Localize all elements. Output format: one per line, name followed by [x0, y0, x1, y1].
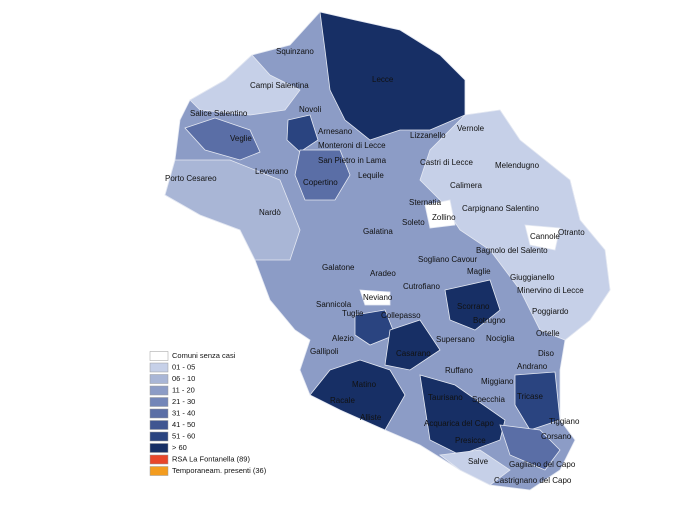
legend-label: Comuni senza casi [172, 351, 236, 360]
legend-swatch [149, 408, 169, 419]
town-label: San Pietro in Lama [318, 156, 387, 165]
town-label: Calimera [450, 181, 483, 190]
legend-swatch [149, 420, 169, 430]
town-label: Porto Cesareo [165, 174, 217, 183]
town-label: Salve [468, 457, 489, 466]
town-label: Lecce [372, 75, 394, 84]
town-label: Castrignano del Capo [494, 476, 572, 485]
town-label: Salice Salentino [190, 109, 248, 118]
town-label: Collepasso [381, 311, 421, 320]
town-label: Casarano [396, 349, 431, 358]
town-label: Tiggiano [549, 417, 580, 426]
town-label: Monteroni di Lecce [318, 141, 386, 150]
town-label: Campi Salentina [250, 81, 309, 90]
town-label: Lequile [358, 171, 384, 180]
town-label: Nociglia [486, 334, 515, 343]
town-label: Ortelle [536, 329, 560, 338]
town-label: Vernole [457, 124, 485, 133]
town-label: Lizzanello [410, 131, 446, 140]
town-label: Alezio [332, 334, 354, 343]
legend: Comuni senza casi 01 - 05 06 - 10 11 - 20 21… [149, 351, 267, 476]
town-label: Arnesano [318, 127, 353, 136]
town-label: Sannicola [316, 300, 352, 309]
town-label: Copertino [303, 178, 338, 187]
legend-swatch [149, 351, 169, 361]
town-label: Gagliano del Capo [509, 460, 576, 469]
town-label: Acquarica del Capo [424, 419, 494, 428]
legend-swatch [149, 466, 169, 476]
town-label: Leverano [255, 167, 289, 176]
town-label: Aradeo [370, 269, 396, 278]
town-label: Novoli [299, 105, 321, 114]
town-label: Racale [330, 396, 355, 405]
town-label: Cutrofiano [403, 282, 440, 291]
town-label: Miggiano [481, 377, 514, 386]
town-label: Nardò [259, 208, 281, 217]
legend-label: 11 - 20 [172, 385, 195, 394]
town-label: Matino [352, 380, 377, 389]
town-label: Maglie [467, 267, 491, 276]
legend-swatch [149, 362, 169, 373]
legend-swatch [149, 385, 169, 396]
legend-label: Temporaneam. presenti (36) [172, 466, 267, 475]
town-label: Taurisano [428, 393, 463, 402]
town-label: Poggiardo [532, 307, 569, 316]
town-label: Castri di Lecce [420, 158, 473, 167]
town-label: Bagnolo del Salento [476, 246, 548, 255]
legend-label: 51 - 60 [172, 431, 195, 440]
town-label: Botrugno [473, 316, 506, 325]
town-label: Sogliano Cavour [418, 255, 477, 264]
town-label: Corsano [541, 432, 572, 441]
legend-label: 06 - 10 [172, 374, 195, 383]
town-label: Cannole [530, 232, 560, 241]
legend-swatch [149, 397, 169, 407]
town-label: Neviano [363, 293, 393, 302]
town-labels: Squinzano Campi Salentina Lecce Salice Sale… [165, 47, 585, 485]
town-label: Tricase [517, 392, 543, 401]
town-label: Alliste [360, 413, 382, 422]
town-label: Andrano [517, 362, 548, 371]
town-label: Ruffano [445, 366, 473, 375]
town-label: Zollino [432, 213, 456, 222]
legend-swatch [149, 454, 169, 465]
town-label: Gallipoli [310, 347, 339, 356]
town-label: Tuglie [342, 309, 364, 318]
town-label: Supersano [436, 335, 475, 344]
town-label: Galatina [363, 227, 393, 236]
legend-swatch [149, 374, 169, 384]
province-shapes [164, 11, 611, 491]
town-label: Presicce [455, 436, 486, 445]
town-label: Minervino di Lecce [517, 286, 584, 295]
legend-label: 01 - 05 [172, 362, 195, 371]
legend-swatch [149, 443, 169, 453]
town-label: Otranto [558, 228, 585, 237]
town-label: Soleto [402, 218, 425, 227]
legend-label: > 60 [172, 443, 187, 452]
town-label: Squinzano [276, 47, 314, 56]
town-label: Giuggianello [510, 273, 555, 282]
legend-swatch [149, 431, 169, 442]
legend-label: 41 - 50 [172, 420, 195, 429]
town-label: Veglie [230, 134, 252, 143]
legend-label: RSA La Fontanella (89) [172, 454, 250, 463]
legend-label: 31 - 40 [172, 408, 195, 417]
town-label: Carpignano Salentino [462, 204, 539, 213]
town-label: Diso [538, 349, 555, 358]
town-label: Scorrano [457, 302, 490, 311]
town-label: Sternatia [409, 198, 442, 207]
legend-label: 21 - 30 [172, 397, 195, 406]
town-label: Galatone [322, 263, 355, 272]
town-label: Specchia [472, 395, 505, 404]
town-label: Melendugno [495, 161, 540, 170]
